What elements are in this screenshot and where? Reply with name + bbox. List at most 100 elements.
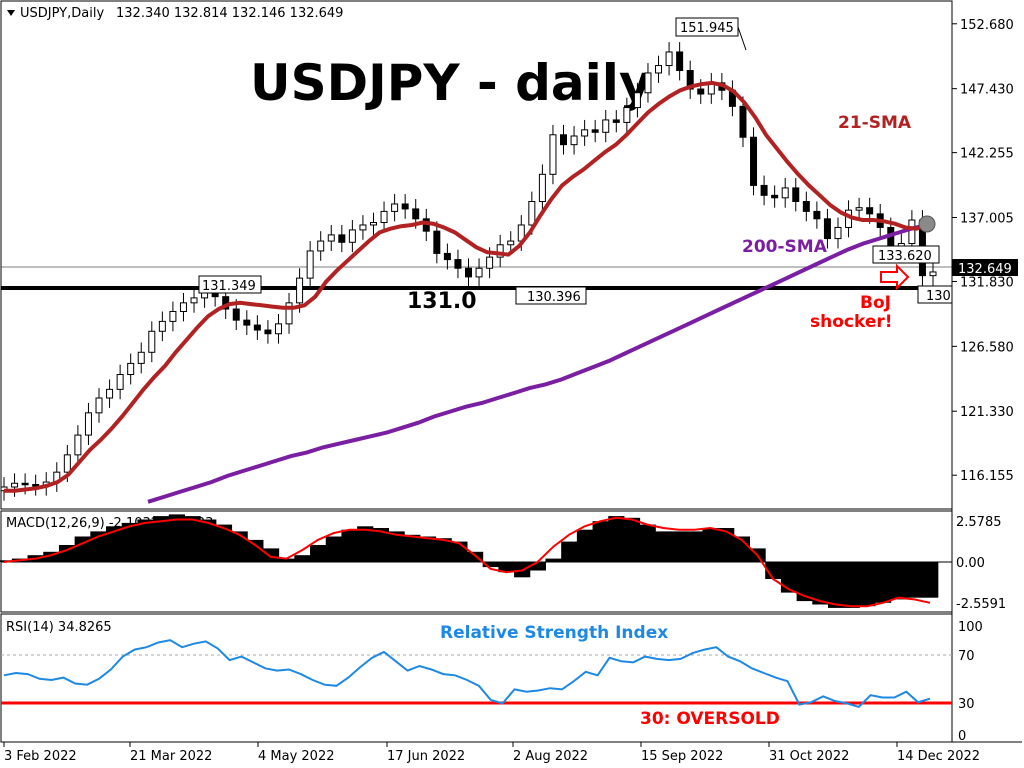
candle-body	[602, 119, 610, 133]
macd-bar	[592, 521, 609, 562]
macd-bar	[890, 562, 907, 600]
macd-bar	[435, 538, 452, 562]
candle-body	[11, 482, 19, 488]
candle-body	[359, 224, 367, 231]
level-131349-label: 131.349	[202, 279, 256, 294]
candle-body	[169, 310, 177, 322]
candle-body	[676, 51, 684, 72]
macd-bar	[137, 519, 154, 562]
macd-bar	[168, 514, 185, 562]
macd-bar	[498, 562, 515, 573]
dropdown-triangle-icon[interactable]	[7, 10, 15, 16]
candle-body	[380, 210, 388, 224]
macd-bar	[184, 516, 201, 562]
macd-bar	[780, 562, 798, 593]
macd-bar	[247, 539, 264, 562]
macd-bar	[467, 551, 484, 562]
candle-body	[348, 229, 356, 243]
candle-body	[633, 92, 641, 109]
candle-body	[179, 302, 187, 312]
candle-body	[296, 277, 304, 304]
macd-bar	[545, 558, 562, 562]
macd-bar	[875, 562, 892, 603]
macd-bar	[859, 562, 876, 607]
sma21-line	[4, 80, 928, 493]
candle-body	[538, 173, 546, 203]
candle-body	[433, 230, 441, 254]
level-133620-box	[872, 245, 940, 264]
macd-bar	[843, 562, 860, 608]
candle-body	[570, 135, 578, 146]
candle-body	[32, 484, 40, 487]
rsi-tick-100: 100	[958, 620, 983, 635]
candle-body	[274, 323, 282, 335]
macd-bar	[608, 516, 625, 562]
candle-body	[84, 412, 92, 436]
candle-body	[855, 207, 863, 211]
candle-body	[697, 88, 705, 95]
ohlc-values: 132.340 132.814 132.146 132.649	[116, 6, 343, 21]
candle-body	[454, 259, 462, 269]
chart-title: USDJPY - daily	[250, 54, 652, 112]
candle-body	[866, 207, 874, 215]
price-tick-label: 137.005	[960, 212, 1014, 227]
level-130396-label: 130.396	[527, 290, 581, 305]
candle-body	[327, 234, 335, 242]
macd-bar	[702, 528, 719, 562]
macd-bar	[529, 562, 546, 571]
rsi-line	[3, 639, 931, 709]
candle-body	[813, 210, 821, 220]
candle-body	[581, 129, 589, 137]
candle-body	[232, 308, 240, 321]
candle-body	[591, 129, 599, 133]
macd-bar	[827, 562, 845, 608]
macd-bar	[655, 531, 672, 562]
crossover-marker-icon	[918, 215, 936, 233]
macd-bar	[106, 526, 123, 562]
candle-body	[253, 324, 261, 331]
macd-bar	[153, 516, 170, 562]
macd-bar	[671, 531, 688, 562]
level-130396-box	[515, 286, 587, 305]
symbol-label: USDJPY,Daily	[20, 6, 104, 21]
price-tick-label: 147.430	[960, 83, 1014, 98]
candle-body	[549, 134, 557, 175]
level-130-label: 130	[926, 289, 951, 304]
current-price-tag	[952, 259, 1018, 276]
candle-body	[612, 119, 620, 123]
candle-body	[908, 219, 916, 245]
macd-bar	[482, 562, 499, 568]
high-label: 151.945	[680, 21, 734, 36]
candle-body	[655, 65, 663, 74]
right-arrow-icon	[880, 263, 910, 291]
x-tick-label: 2 Aug 2022	[513, 749, 588, 764]
x-axis: 3 Feb 2022 21 Mar 2022 4 May 2022 17 Jun 20…	[3, 742, 980, 764]
macd-tick-zero: 0.00	[956, 556, 985, 571]
x-tick-label: 31 Oct 2022	[769, 749, 849, 764]
macd-bar	[812, 562, 829, 605]
current-price-label: 132.649	[958, 262, 1012, 277]
macd-bar	[404, 534, 421, 562]
x-tick-label: 4 May 2022	[258, 749, 335, 764]
macd-bar	[231, 531, 248, 562]
macd-bar	[200, 519, 217, 562]
candle-body	[243, 319, 251, 326]
x-tick-label: 21 Mar 2022	[130, 749, 212, 764]
macd-bar	[576, 529, 594, 562]
candle-body	[781, 187, 789, 199]
candle-body	[401, 203, 409, 210]
macd-bar	[718, 528, 735, 562]
candle-body	[560, 134, 568, 146]
candle-body	[285, 302, 293, 325]
macd-bar	[325, 536, 342, 562]
candle-body	[623, 107, 631, 123]
sma200-annotation: 200-SMA	[742, 237, 828, 257]
macd-bar	[639, 524, 656, 562]
rsi-title: Relative Strength Index	[440, 623, 668, 643]
candle-body	[823, 218, 831, 240]
candle-body	[771, 194, 779, 199]
boj-annotation-line2: shocker!	[810, 312, 893, 332]
macd-bar	[623, 517, 641, 562]
macd-bar	[278, 558, 295, 562]
candle-body	[137, 351, 145, 364]
